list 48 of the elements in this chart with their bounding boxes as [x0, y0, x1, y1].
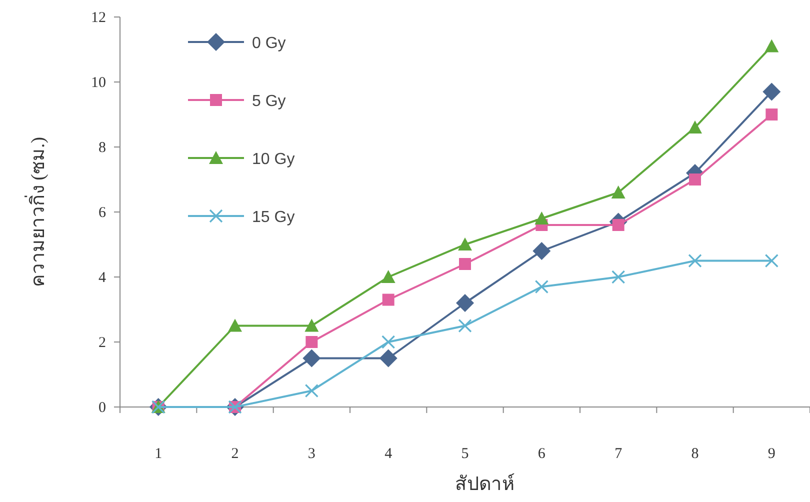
- y-tick-label: 10: [91, 75, 106, 91]
- point: [764, 39, 779, 52]
- legend-label: 10 Gy: [252, 151, 295, 168]
- point: [766, 108, 778, 120]
- point: [762, 82, 781, 101]
- y-tick-label: 0: [98, 400, 106, 416]
- y-tick-label: 2: [98, 335, 106, 351]
- point: [764, 254, 778, 268]
- point: [458, 318, 472, 333]
- x-tick-label: 4: [384, 446, 393, 462]
- point: [228, 318, 242, 332]
- point: [382, 335, 396, 349]
- legend-label: 0 Gy: [252, 35, 286, 52]
- point: [688, 254, 702, 268]
- point: [532, 242, 551, 260]
- point: [379, 349, 398, 368]
- x-tick-label: 1: [154, 446, 162, 462]
- legend-label: 15 Gy: [252, 209, 295, 226]
- y-tick-label: 4: [98, 270, 106, 286]
- point: [689, 174, 701, 186]
- point: [459, 258, 471, 270]
- point: [304, 318, 319, 332]
- y-tick-label: 12: [91, 10, 106, 26]
- y-axis-title: ความยาวกิ่ง (ซม.): [24, 136, 49, 288]
- point: [382, 294, 394, 306]
- point: [612, 219, 624, 231]
- point: [304, 384, 318, 398]
- point: [534, 212, 549, 224]
- point: [534, 280, 548, 294]
- point: [381, 270, 396, 283]
- point: [611, 186, 626, 198]
- x-tick-label: 2: [231, 446, 239, 462]
- point: [612, 270, 626, 284]
- point: [456, 294, 474, 312]
- x-tick-label: 6: [538, 446, 546, 462]
- y-tick-label: 6: [98, 205, 106, 221]
- point: [302, 349, 321, 368]
- y-tick-label: 8: [98, 140, 106, 156]
- point: [688, 120, 702, 134]
- x-tick-label: 5: [461, 446, 469, 462]
- point: [306, 336, 318, 348]
- x-axis-title: สัปดาห์: [455, 473, 515, 495]
- x-tick-label: 8: [691, 446, 699, 462]
- x-tick-label: 9: [768, 446, 776, 462]
- x-tick-label: 3: [308, 446, 316, 462]
- legend-label: 5 Gy: [252, 93, 286, 110]
- x-tick-label: 7: [614, 446, 623, 462]
- point: [458, 238, 472, 250]
